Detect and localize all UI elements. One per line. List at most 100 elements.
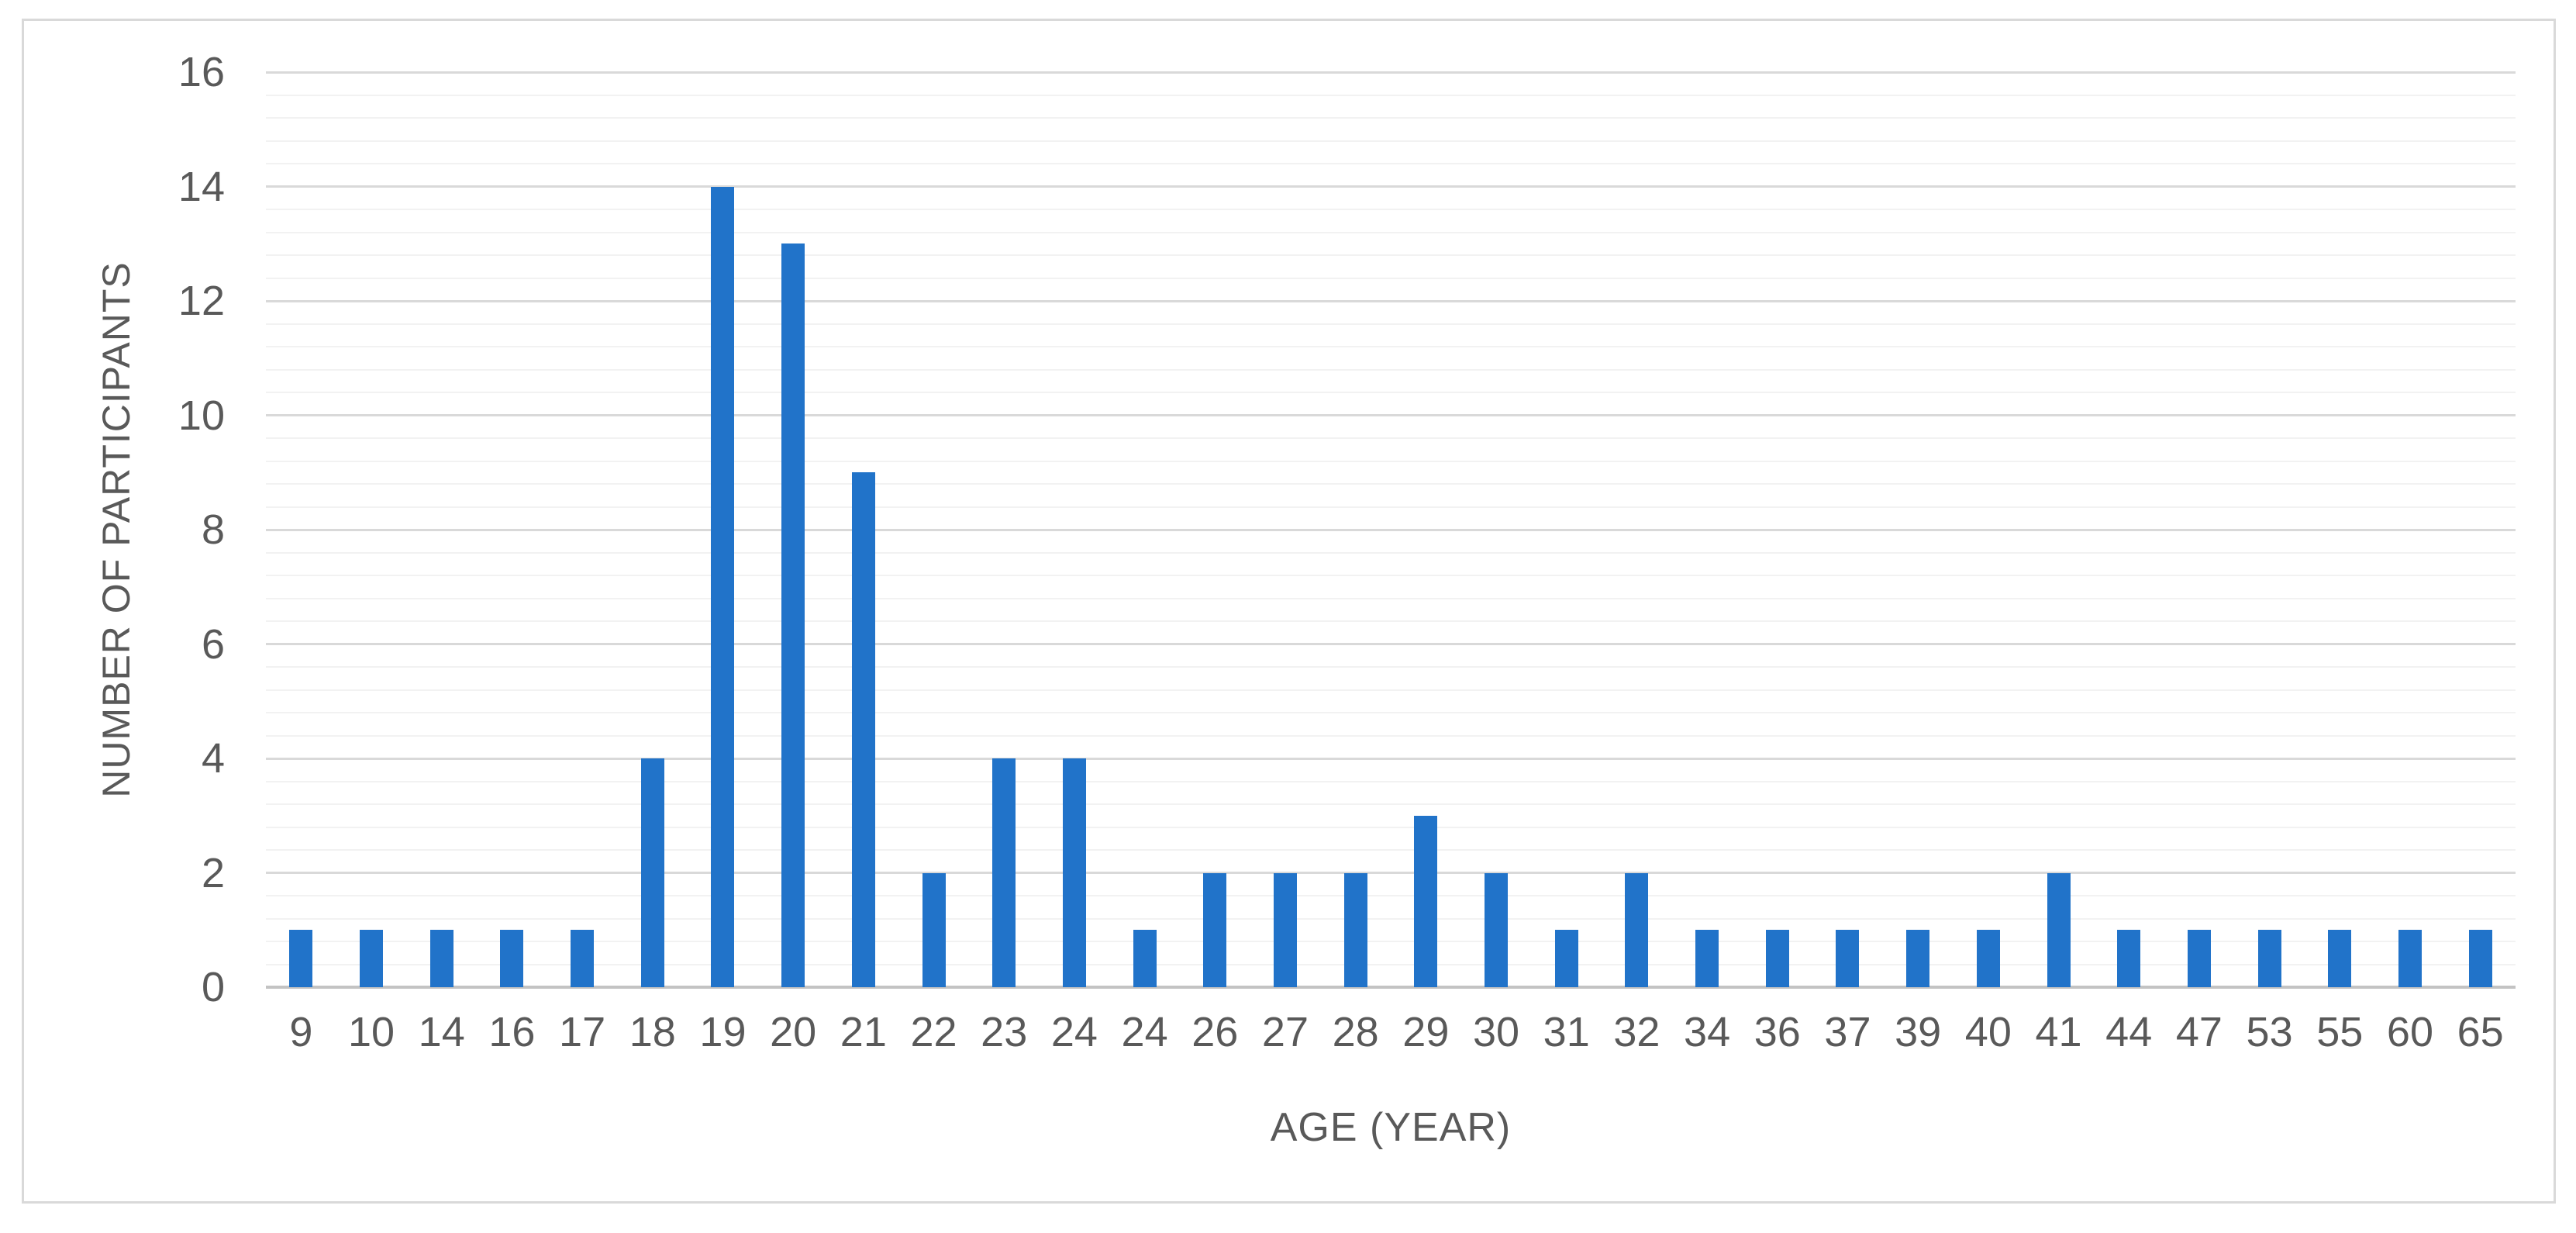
gridline-major (266, 872, 2516, 874)
x-tick-label: 14 (418, 1009, 465, 1055)
bar (1765, 930, 1789, 987)
bar (851, 472, 875, 987)
bar (289, 930, 313, 987)
bar (2117, 930, 2141, 987)
bar (1485, 872, 1509, 987)
bar (1062, 758, 1086, 987)
bar (922, 872, 946, 987)
x-tick-label: 31 (1543, 1009, 1590, 1055)
x-tick-label: 53 (2246, 1009, 2293, 1055)
y-tick-label: 16 (178, 49, 225, 95)
gridline-minor (266, 941, 2516, 942)
bar (1133, 930, 1157, 987)
x-tick-label: 16 (488, 1009, 536, 1055)
bar (1203, 872, 1227, 987)
gridline-minor (266, 734, 2516, 737)
gridline-minor (266, 506, 2516, 508)
x-tick-label: 29 (1402, 1009, 1450, 1055)
gridline-minor (266, 917, 2516, 920)
gridline-minor (266, 117, 2516, 119)
gridline-minor (266, 712, 2516, 713)
bar (571, 930, 595, 987)
x-tick-label: 37 (1824, 1009, 1871, 1055)
x-tick-label: 18 (629, 1009, 676, 1055)
gridline-minor (266, 597, 2516, 599)
y-tick-label: 2 (201, 849, 225, 896)
gridline-major (266, 185, 2516, 188)
bar (360, 930, 384, 987)
x-tick-label: 24 (1121, 1009, 1168, 1055)
x-tick-label: 28 (1332, 1009, 1379, 1055)
bar (2468, 930, 2492, 987)
x-tick-label: 24 (1050, 1009, 1098, 1055)
gridline-major (266, 528, 2516, 531)
bar (992, 758, 1016, 987)
gridline-minor (266, 620, 2516, 622)
gridline-minor (266, 437, 2516, 439)
gridline-minor (266, 666, 2516, 668)
gridline-minor (266, 803, 2516, 805)
gridline-minor (266, 254, 2516, 256)
bar (2398, 930, 2422, 987)
gridline-major (266, 643, 2516, 645)
x-tick-label: 22 (910, 1009, 957, 1055)
y-tick-label: 6 (201, 620, 225, 668)
gridline-minor (266, 780, 2516, 782)
gridline-minor (266, 323, 2516, 325)
x-tick-label: 30 (1472, 1009, 1520, 1055)
x-tick-label: 39 (1895, 1009, 1942, 1055)
x-tick-label: 41 (2035, 1009, 2082, 1055)
y-tick-label: 12 (178, 278, 225, 324)
gridline-minor (266, 346, 2516, 347)
gridline-minor (266, 575, 2516, 576)
bar (2257, 930, 2281, 987)
bar (429, 930, 453, 987)
bar (1554, 930, 1578, 987)
x-tick-label: 10 (347, 1009, 395, 1055)
gridline-minor (266, 368, 2516, 371)
x-tick-label: 9 (289, 1009, 313, 1055)
x-tick-label: 17 (559, 1009, 606, 1055)
y-tick-label: 8 (201, 506, 225, 553)
bar (2187, 930, 2211, 987)
y-tick-label: 10 (178, 392, 225, 439)
gridline-minor (266, 849, 2516, 851)
gridline-major (266, 757, 2516, 760)
bar (1906, 930, 1930, 987)
gridline-minor (266, 460, 2516, 462)
gridline-minor (266, 94, 2516, 96)
gridline-major (266, 414, 2516, 416)
gridline-minor (266, 392, 2516, 393)
x-tick-label: 19 (699, 1009, 747, 1055)
x-tick-label: 55 (2316, 1009, 2364, 1055)
gridline-minor (266, 826, 2516, 828)
x-tick-label: 32 (1613, 1009, 1660, 1055)
bar (1414, 815, 1438, 987)
figure-border (22, 19, 2556, 1204)
bar (781, 243, 805, 987)
gridline-major (266, 71, 2516, 74)
bar (2328, 930, 2352, 987)
x-tick-label: 36 (1754, 1009, 1801, 1055)
gridline-minor (266, 231, 2516, 233)
bar (640, 758, 664, 987)
x-tick-label: 40 (1964, 1009, 2012, 1055)
x-tick-label: 26 (1191, 1009, 1239, 1055)
x-tick-label: 21 (840, 1009, 887, 1055)
bar (1976, 930, 2000, 987)
bar (1836, 930, 1860, 987)
x-tick-label: 23 (981, 1009, 1028, 1055)
gridline-minor (266, 140, 2516, 142)
x-tick-label: 27 (1261, 1009, 1309, 1055)
bar (1625, 872, 1649, 987)
x-axis-title: AGE (YEAR) (1270, 1105, 1512, 1150)
x-tick-label: 47 (2175, 1009, 2223, 1055)
gridline-minor (266, 277, 2516, 279)
x-tick-label: 65 (2457, 1009, 2504, 1055)
gridline-minor (266, 963, 2516, 965)
gridline-major (266, 299, 2516, 302)
x-tick-label: 20 (770, 1009, 817, 1055)
gridline-minor (266, 163, 2516, 164)
y-tick-label: 0 (201, 964, 225, 1010)
